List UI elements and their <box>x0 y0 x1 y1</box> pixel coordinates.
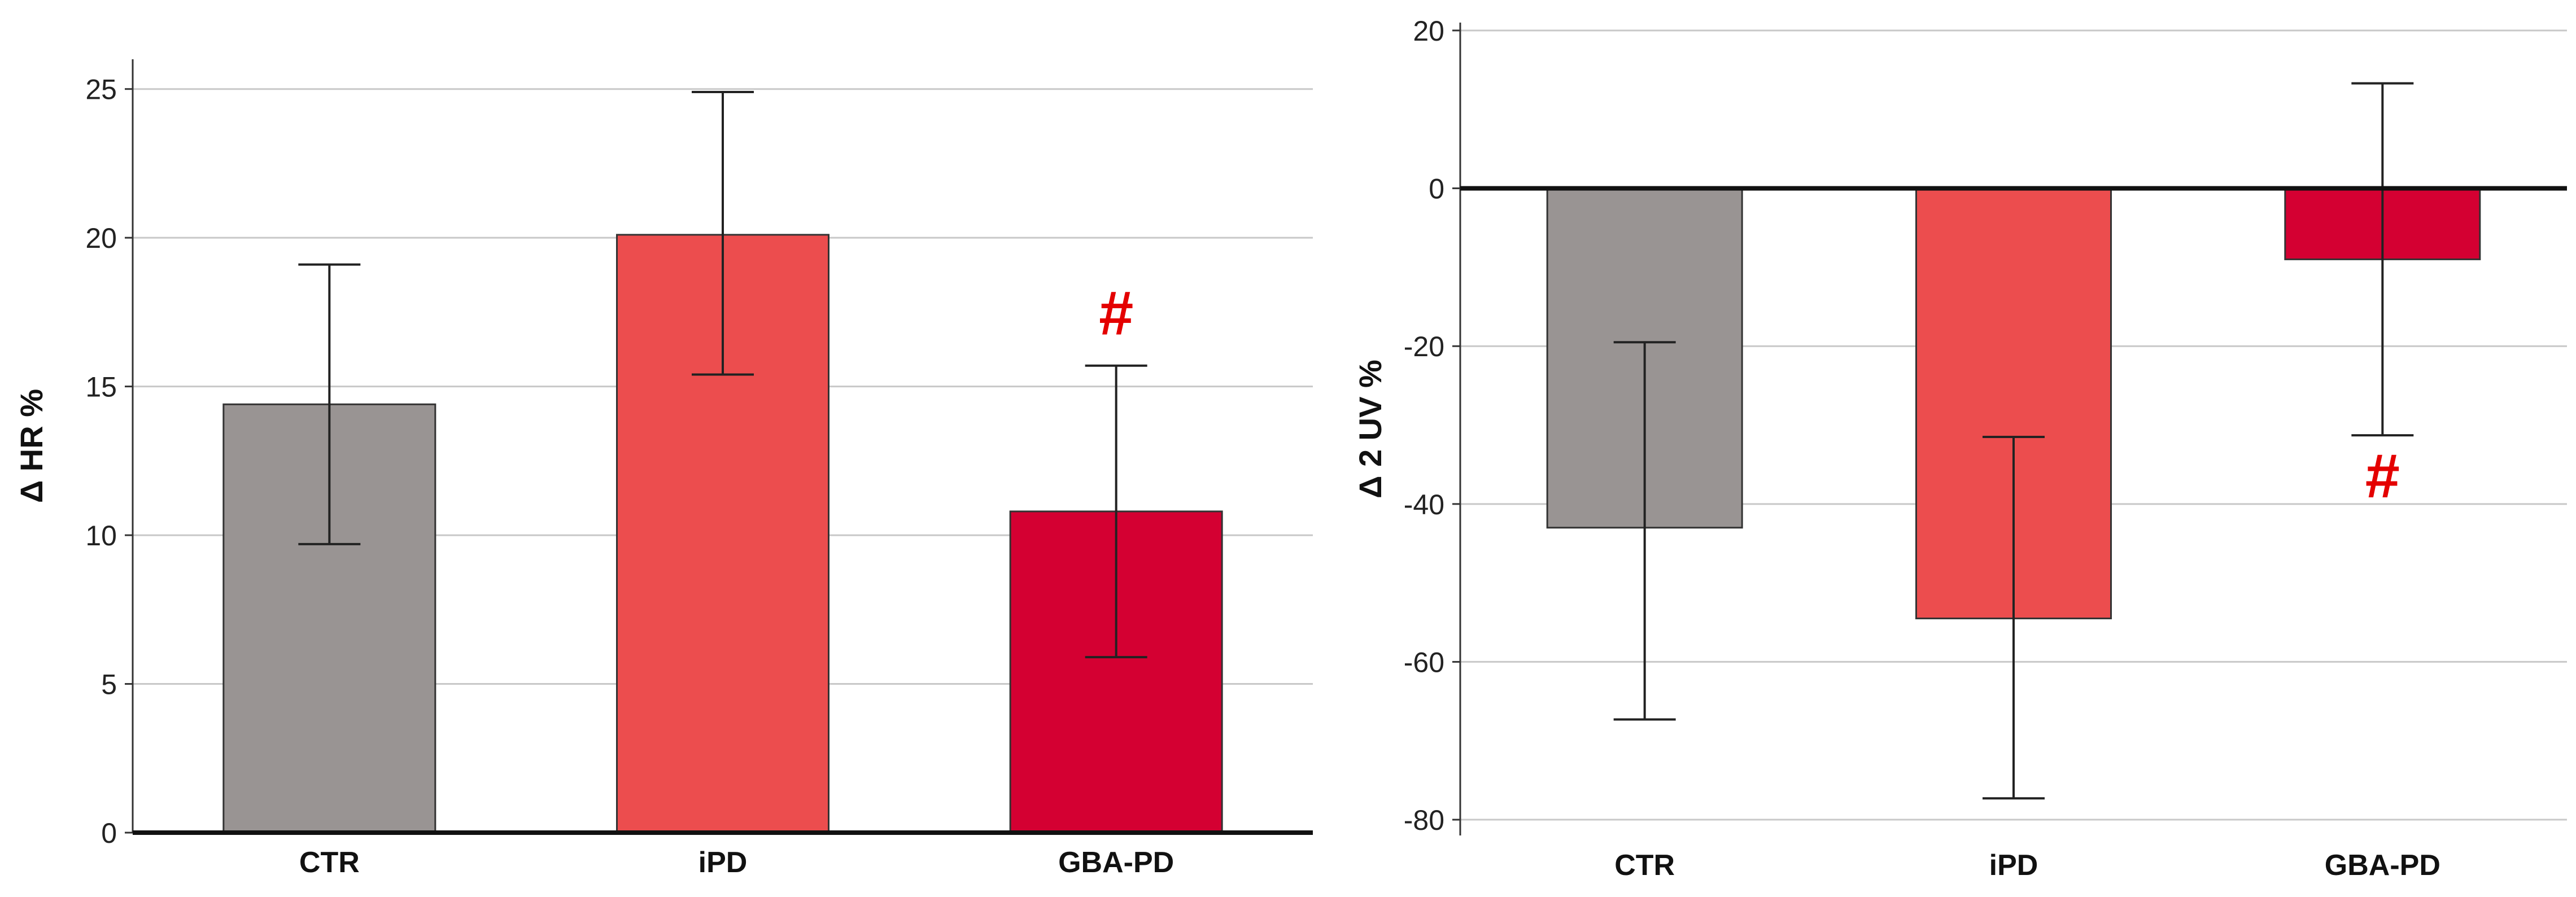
y-tick-label: 15 <box>85 371 117 403</box>
y-tick-label: 0 <box>101 817 117 849</box>
y-axis-title: Δ HR % <box>14 389 49 503</box>
x-category-label: GBA-PD <box>2325 849 2440 882</box>
x-category-label: iPD <box>698 846 748 879</box>
significance-marker: # <box>2365 441 2400 511</box>
x-category-label: CTR <box>1614 849 1675 882</box>
y-tick-label: -20 <box>1404 331 1444 362</box>
y-tick-label: -80 <box>1404 804 1444 836</box>
hr-change-chart: 0 5 10 15 20 25 Δ HR % CTR iPD GBA-PD # <box>14 59 1313 879</box>
y-tick-label: 0 <box>1429 173 1444 205</box>
significance-marker: # <box>1099 279 1133 348</box>
y-tick-label: 25 <box>85 74 117 106</box>
uv-change-chart-svg: -80 -60 -40 -20 0 20 Δ 2 UV % CTR iPD GBA-PD # <box>1352 15 2567 882</box>
y-tick-label: -60 <box>1404 646 1444 678</box>
y-tick-label: 10 <box>85 520 117 552</box>
x-category-label: CTR <box>299 846 360 879</box>
y-tick-label: 5 <box>101 669 117 701</box>
y-tick-label: 20 <box>85 222 117 254</box>
x-category-label: GBA-PD <box>1058 846 1174 879</box>
y-tick-label: -40 <box>1404 489 1444 520</box>
y-axis-title: Δ 2 UV % <box>1352 360 1388 498</box>
uv-change-chart: -80 -60 -40 -20 0 20 Δ 2 UV % CTR iPD GBA-PD # <box>1344 0 2576 897</box>
y-tick-label: 20 <box>1413 15 1444 47</box>
hr-change-chart-svg: 0 5 10 15 20 25 Δ HR % CTR iPD GBA-PD # <box>14 59 1313 879</box>
x-category-label: iPD <box>1989 849 2038 882</box>
